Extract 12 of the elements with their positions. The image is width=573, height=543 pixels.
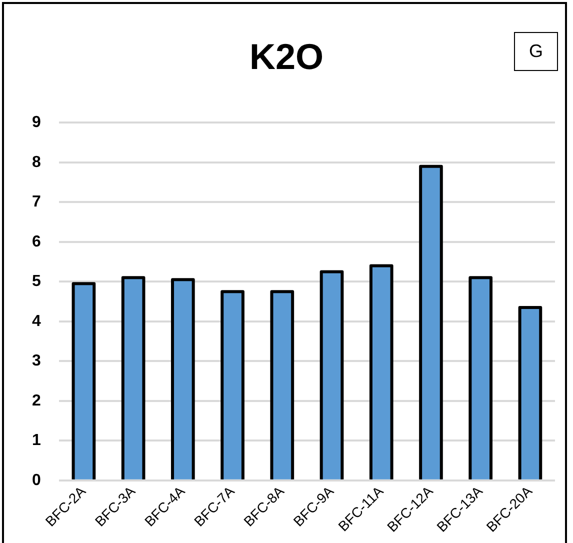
y-tick-label: 2	[32, 392, 41, 410]
y-tick-label: 0	[32, 472, 41, 489]
y-tick-label: 4	[32, 312, 41, 330]
y-tick-label: 8	[32, 154, 41, 171]
y-tick-label: 3	[32, 352, 41, 370]
chart-title: K2O	[249, 36, 324, 77]
y-tick-label: 1	[32, 432, 41, 450]
text: G	[514, 32, 558, 71]
y-tick-label: 9	[32, 114, 41, 132]
y-tick-label: 6	[32, 233, 41, 250]
y-tick-label: 7	[32, 194, 41, 211]
y-tick-label: 5	[32, 273, 41, 290]
